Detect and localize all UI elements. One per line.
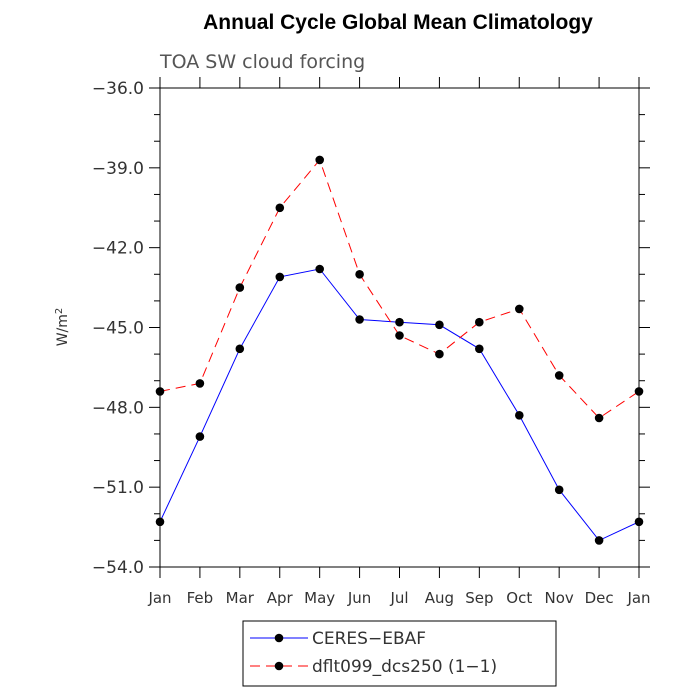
data-point-series-1 [594, 413, 604, 423]
y-tick-label: −48.0 [92, 398, 144, 418]
data-point-series-0 [155, 517, 165, 527]
data-point-series-0 [475, 344, 484, 354]
data-point-series-0 [515, 411, 524, 420]
y-tick-label: −42.0 [92, 239, 144, 259]
data-point-series-1 [554, 371, 564, 380]
data-point-series-1 [515, 304, 524, 314]
legend: CERES−EBAF dflt099_dcs250 (1−1) [242, 620, 557, 687]
data-point-series-1 [355, 270, 364, 279]
series-line-1 [159, 158, 640, 419]
legend-marker-model [274, 661, 284, 671]
chart-title: Annual Cycle Global Mean Climatology [203, 11, 593, 34]
x-tick-label: Apr [267, 589, 294, 607]
x-tick-label: Feb [187, 589, 214, 607]
data-point-series-0 [435, 320, 444, 330]
data-point-series-0 [315, 264, 325, 274]
chart-subtitle: TOA SW cloud forcing [159, 51, 365, 73]
y-tick-label: −36.0 [92, 79, 144, 99]
data-point-series-1 [395, 331, 404, 340]
data-point-series-0 [554, 485, 564, 495]
data-point-series-0 [634, 517, 644, 527]
data-point-series-0 [395, 317, 404, 327]
minor-ticks [154, 114, 645, 541]
data-point-series-0 [235, 344, 245, 354]
data-point-series-1 [275, 203, 285, 213]
x-tick-label: Aug [425, 589, 454, 607]
data-point-series-1 [195, 379, 205, 388]
data-point-series-1 [475, 317, 484, 327]
major-ticks [149, 77, 650, 578]
data-point-series-0 [275, 272, 285, 282]
y-tick-label: −54.0 [92, 558, 144, 578]
y-axis-label-superscript: 2 [54, 308, 65, 314]
data-point-series-0 [355, 315, 364, 324]
y-tick-label: −45.0 [92, 319, 144, 339]
y-tick-label: −39.0 [92, 159, 144, 179]
data-point-series-1 [435, 349, 444, 359]
x-tick-label: Jan [147, 589, 171, 607]
y-tick-labels: −36.0 −39.0 −42.0 −45.0 −48.0 −51.0 −54.0 [92, 79, 144, 578]
x-tick-label: Jan [626, 589, 650, 607]
series-line-0 [159, 268, 640, 542]
legend-label-model: dflt099_dcs250 (1−1) [312, 657, 497, 677]
data-point-series-1 [634, 387, 644, 396]
data-point-series-1 [315, 155, 325, 165]
y-tick-label: −51.0 [92, 478, 144, 498]
legend-marker-ceres [274, 633, 284, 643]
legend-box [242, 620, 557, 687]
x-tick-label: Jun [347, 589, 371, 607]
data-point-series-1 [155, 387, 165, 396]
x-tick-label: Oct [506, 589, 532, 607]
series-layer [155, 155, 644, 545]
x-tick-label: Dec [585, 589, 614, 607]
data-point-series-1 [235, 283, 245, 292]
x-tick-labels: Jan Feb Mar Apr May Jun Jul Aug Sep Oct Nov Dec Jan [147, 589, 650, 607]
plot-frame [159, 87, 640, 568]
data-point-series-0 [195, 432, 205, 441]
x-tick-label: Nov [545, 589, 574, 607]
x-tick-label: May [304, 589, 335, 607]
x-tick-label: Sep [465, 589, 493, 607]
y-axis-label: W/m2 [54, 308, 71, 347]
data-point-series-0 [594, 536, 604, 545]
x-tick-label: Jul [389, 589, 408, 607]
legend-label-ceres: CERES−EBAF [312, 629, 426, 649]
x-tick-label: Mar [226, 589, 255, 607]
